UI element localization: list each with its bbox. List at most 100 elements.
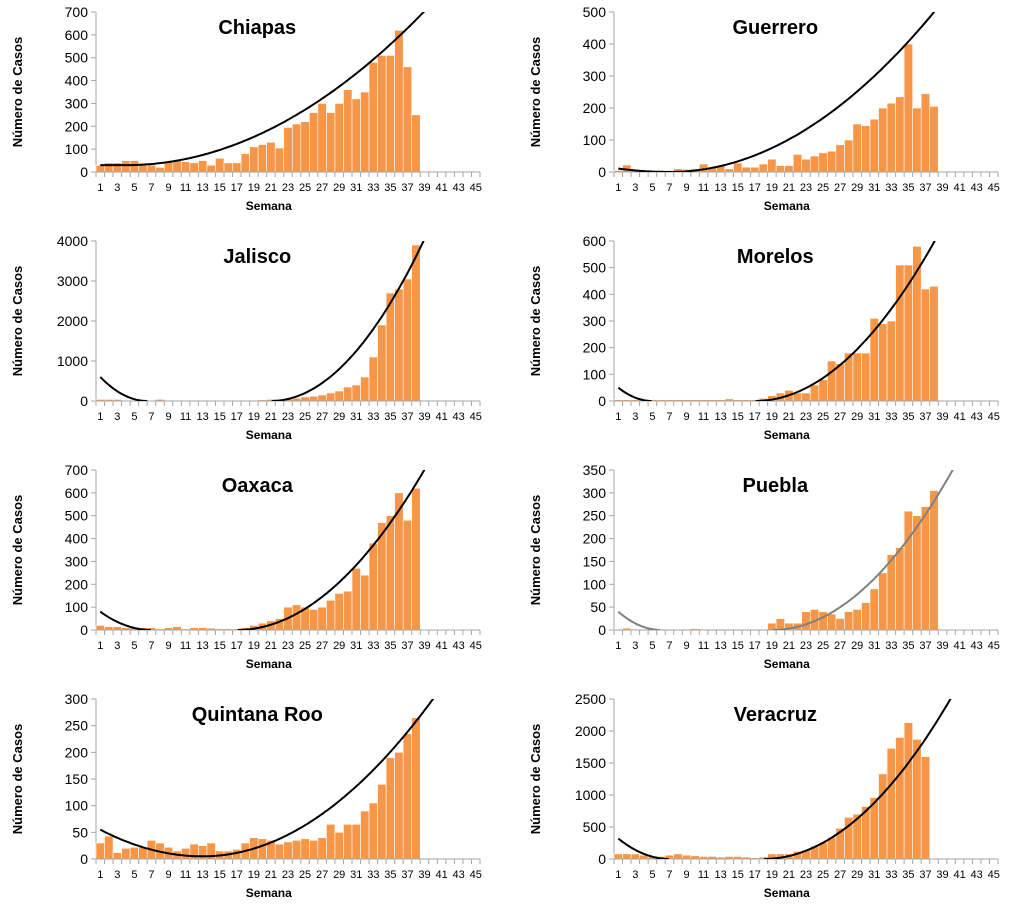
chart-panel-3: 0 1000 2000 3000 4000 1 3 5 7 9 11 13 15 17 19 21 23 25 27… — [0, 229, 518, 458]
x-tick-label: 13 — [197, 869, 209, 881]
chart-panel-2: 0 100 200 300 400 500 1 3 5 7 9 11 13 15 17 19 21 23 25 27 2… — [518, 0, 1036, 229]
bar — [240, 153, 250, 173]
y-tick-label: 200 — [65, 576, 89, 592]
bar — [402, 519, 413, 631]
bar — [801, 611, 811, 631]
chart-title: Puebla — [742, 475, 808, 497]
bar — [343, 590, 353, 631]
x-tick-label: 45 — [470, 411, 482, 423]
x-tick-label: 33 — [367, 182, 379, 194]
x-tick-label: 41 — [953, 869, 965, 881]
x-tick-label: 15 — [214, 182, 226, 194]
trend-line — [99, 470, 426, 630]
bar — [317, 606, 327, 631]
bar — [852, 352, 862, 402]
x-tick-label: 9 — [683, 411, 689, 423]
y-tick-label: 50 — [72, 824, 88, 840]
x-tick-label: 21 — [265, 411, 277, 423]
x-tick-label: 21 — [265, 182, 277, 194]
x-axis-label: Semana — [764, 657, 810, 671]
bar — [215, 157, 225, 173]
bar — [326, 824, 336, 860]
bar — [317, 837, 327, 860]
x-axis-label: Semana — [246, 199, 292, 213]
bar — [912, 739, 922, 860]
x-tick-label: 43 — [453, 640, 465, 652]
bar — [809, 384, 820, 402]
x-tick-label: 11 — [180, 182, 191, 194]
bar — [343, 386, 353, 402]
chart-panel-7: 0 50 100 150 200 250 300 1 3 5 7 9 11 13 15 17 19 21 23 25 2… — [0, 687, 518, 916]
x-tick-label: 5 — [649, 411, 655, 423]
bar — [920, 288, 931, 402]
bar — [129, 846, 139, 860]
bar — [801, 392, 811, 402]
x-tick-label: 17 — [231, 182, 243, 194]
bar — [886, 102, 896, 173]
bar — [622, 853, 632, 860]
bar — [274, 147, 285, 173]
x-tick-label: 23 — [800, 640, 812, 652]
bar — [377, 784, 387, 860]
bar — [385, 757, 395, 860]
bar — [878, 107, 888, 173]
x-tick-label: 7 — [666, 182, 672, 194]
bar — [878, 773, 888, 860]
trend-line — [617, 699, 952, 859]
x-tick-label: 35 — [902, 640, 914, 652]
chart-title: Morelos — [737, 246, 814, 268]
y-tick-label: 100 — [65, 798, 89, 814]
y-tick-label: 500 — [583, 4, 607, 20]
x-tick-label: 17 — [749, 640, 761, 652]
bar — [750, 166, 760, 173]
y-tick-label: 700 — [65, 4, 89, 20]
bar — [394, 29, 404, 173]
x-tick-label: 7 — [148, 869, 154, 881]
x-tick-label: 17 — [231, 869, 243, 881]
x-tick-label: 19 — [248, 182, 260, 194]
x-tick-label: 37 — [919, 411, 931, 423]
y-axis-label: Número de Casos — [10, 724, 25, 835]
x-tick-label: 9 — [683, 182, 689, 194]
bar — [274, 843, 285, 860]
x-tick-label: 41 — [435, 182, 447, 194]
x-tick-label: 27 — [316, 869, 328, 881]
x-tick-label: 39 — [418, 411, 430, 423]
bar — [223, 162, 233, 173]
bar — [903, 722, 913, 860]
bar — [257, 144, 267, 173]
y-tick-label: 100 — [583, 132, 607, 148]
y-tick-label: 1500 — [575, 755, 606, 771]
x-tick-label: 35 — [384, 182, 396, 194]
y-axis-label: Número de Casos — [10, 37, 25, 148]
y-tick-label: 250 — [583, 508, 607, 524]
x-tick-label: 45 — [988, 411, 1000, 423]
x-tick-label: 17 — [231, 411, 243, 423]
x-tick-label: 43 — [971, 640, 983, 652]
x-tick-label: 37 — [919, 640, 931, 652]
x-tick-label: 13 — [715, 411, 727, 423]
x-tick-label: 27 — [316, 640, 328, 652]
chart-title: Quintana Roo — [192, 704, 323, 726]
x-tick-label: 5 — [649, 640, 655, 652]
x-tick-label: 23 — [800, 869, 812, 881]
x-tick-label: 43 — [453, 182, 465, 194]
y-tick-label: 1000 — [57, 353, 88, 369]
x-tick-label: 1 — [615, 640, 621, 652]
bar — [861, 352, 871, 402]
x-tick-label: 7 — [148, 640, 154, 652]
x-tick-label: 13 — [197, 640, 209, 652]
x-tick-label: 19 — [766, 869, 778, 881]
x-tick-label: 41 — [435, 411, 447, 423]
trend-line — [99, 241, 425, 401]
trend-line — [618, 12, 936, 172]
x-tick-label: 37 — [401, 182, 413, 194]
y-tick-label: 0 — [598, 393, 606, 409]
bar — [309, 395, 319, 402]
bar — [121, 848, 131, 860]
x-tick-label: 1 — [97, 182, 103, 194]
bar — [827, 150, 837, 173]
bar — [266, 141, 276, 173]
bar — [912, 515, 922, 631]
